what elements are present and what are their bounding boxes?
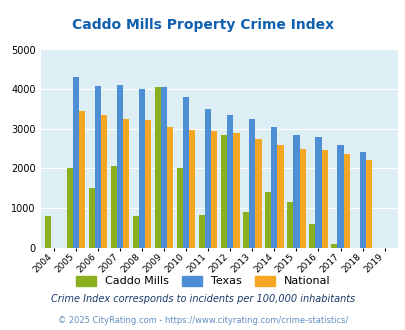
Bar — [293, 135, 299, 248]
Bar — [277, 145, 283, 248]
Bar — [167, 127, 173, 248]
Bar — [358, 152, 365, 248]
Bar — [45, 216, 51, 248]
Bar — [233, 133, 239, 248]
Bar — [132, 216, 139, 248]
Bar — [79, 111, 85, 248]
Bar — [117, 85, 123, 248]
Bar — [189, 130, 195, 248]
Bar — [154, 87, 161, 248]
Bar — [123, 119, 129, 248]
Bar — [205, 109, 211, 248]
Bar — [309, 224, 315, 248]
Bar — [271, 127, 277, 248]
Text: Crime Index corresponds to incidents per 100,000 inhabitants: Crime Index corresponds to incidents per… — [51, 294, 354, 304]
Bar — [255, 139, 261, 248]
Bar — [111, 166, 117, 248]
Bar — [321, 150, 327, 248]
Bar — [343, 154, 349, 248]
Bar — [299, 149, 305, 248]
Bar — [330, 244, 337, 248]
Bar — [337, 145, 343, 248]
Bar — [183, 97, 189, 248]
Bar — [365, 160, 371, 248]
Bar — [220, 135, 227, 248]
Bar — [139, 89, 145, 248]
Text: © 2025 CityRating.com - https://www.cityrating.com/crime-statistics/: © 2025 CityRating.com - https://www.city… — [58, 316, 347, 325]
Bar — [249, 119, 255, 248]
Bar — [161, 87, 167, 248]
Bar — [243, 212, 249, 248]
Legend: Caddo Mills, Texas, National: Caddo Mills, Texas, National — [71, 271, 334, 291]
Bar — [101, 115, 107, 248]
Bar — [177, 168, 183, 248]
Bar — [264, 192, 271, 248]
Bar — [198, 214, 205, 248]
Bar — [211, 131, 217, 248]
Bar — [315, 137, 321, 248]
Bar — [227, 115, 233, 248]
Bar — [95, 86, 101, 248]
Bar — [66, 168, 72, 248]
Bar — [145, 120, 151, 248]
Bar — [88, 188, 95, 248]
Bar — [72, 77, 79, 248]
Bar — [286, 202, 293, 248]
Text: Caddo Mills Property Crime Index: Caddo Mills Property Crime Index — [72, 18, 333, 32]
